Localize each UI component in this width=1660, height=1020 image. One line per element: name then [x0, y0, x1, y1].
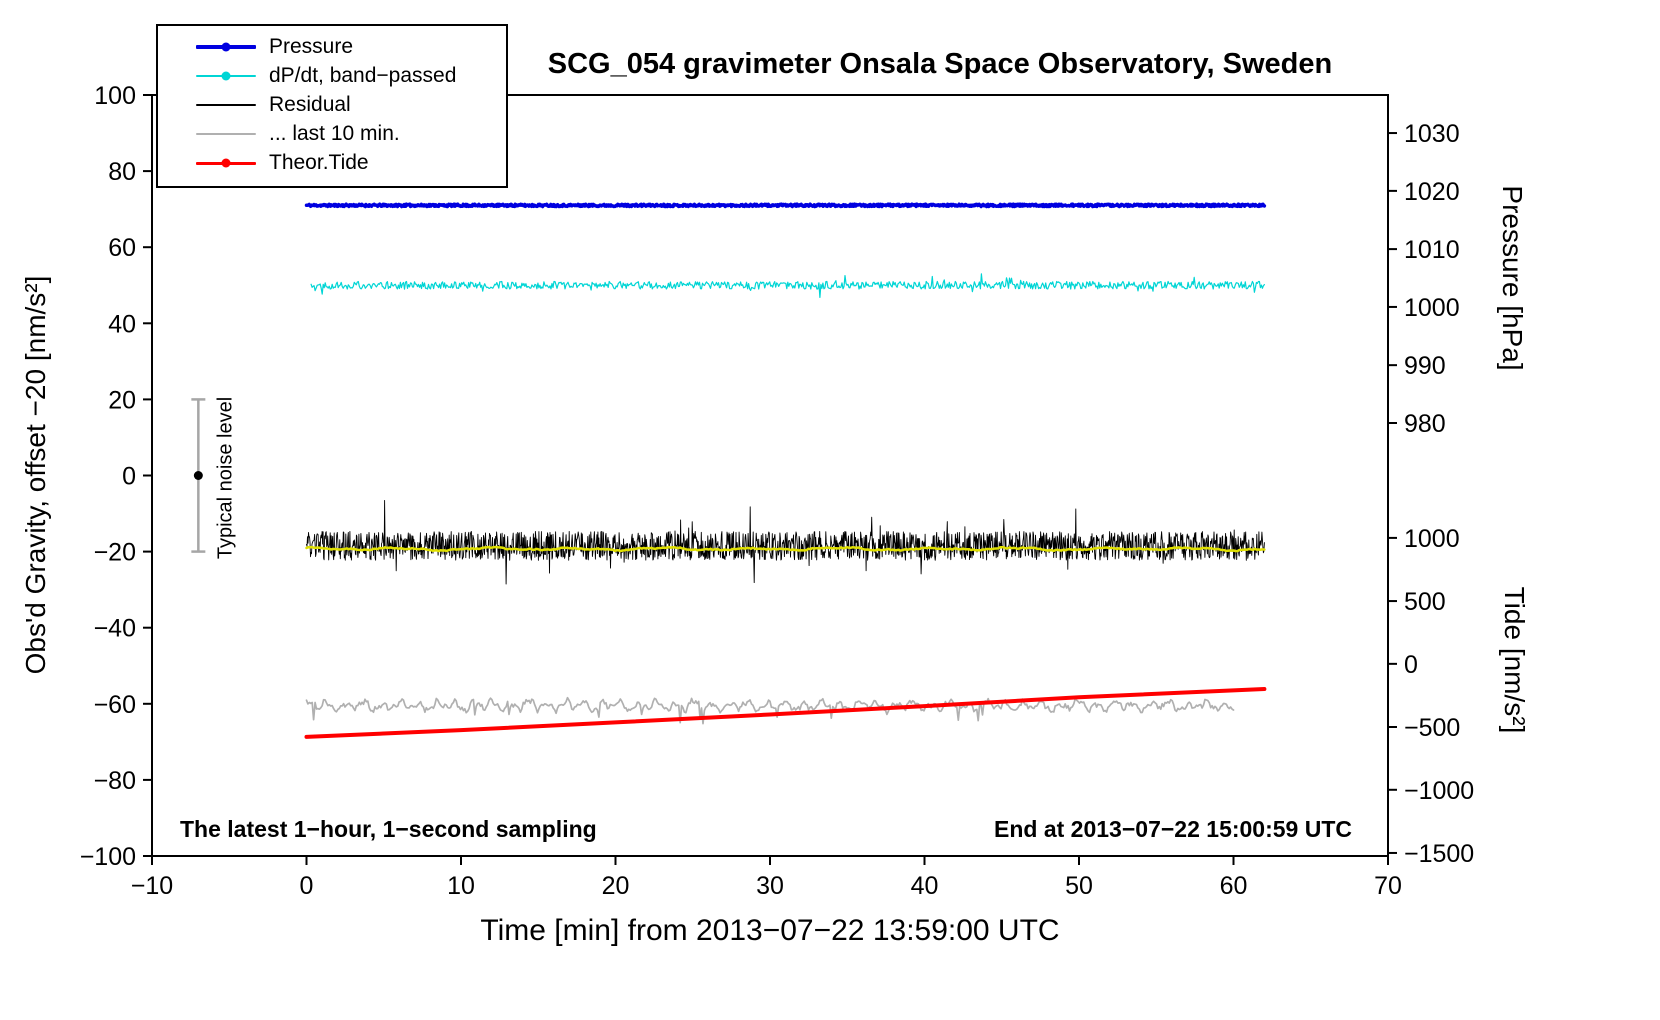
legend-line-sample-dpdt [196, 69, 256, 83]
x-tick-label: −10 [131, 872, 173, 900]
pressure-axis-tick-label: 980 [1404, 410, 1446, 438]
y-axis-label-left: Obs'd Gravity, offset −20 [nm/s²] [20, 275, 51, 675]
x-tick-label: 40 [911, 872, 939, 900]
y-tick-label: 80 [108, 158, 136, 186]
y-tick-label: −60 [94, 691, 136, 719]
noise-errorbar [191, 398, 206, 553]
legend-label: dP/dt, band−passed [269, 64, 457, 87]
legend-line-sample-residual [196, 98, 256, 112]
series-residual-smooth [305, 545, 1266, 553]
chart-title: SCG_054 gravimeter Onsala Space Observat… [547, 48, 1333, 80]
sampling-note: The latest 1−hour, 1−second sampling [180, 816, 597, 842]
legend-label: ... last 10 min. [269, 122, 400, 145]
pressure-axis-tick-label: 1000 [1404, 294, 1460, 322]
series-residual [306, 499, 1265, 585]
y-tick-label: 100 [94, 82, 136, 110]
legend-item-residual: Residual [158, 93, 506, 117]
series-group [304, 202, 1267, 739]
plot-frame [151, 94, 1389, 857]
tide-axis-tick-label: 500 [1404, 588, 1446, 616]
y-tick-label: −20 [94, 539, 136, 567]
x-tick-label: 30 [756, 872, 784, 900]
x-tick-label: 0 [300, 872, 314, 900]
tide-axis-tick-label: −1000 [1404, 777, 1474, 805]
y-axis-label-pressure: Pressure [hPa] [1497, 185, 1528, 371]
legend-line-sample-pressure [196, 40, 256, 54]
x-tick-label: 20 [602, 872, 630, 900]
tide-axis-tick-label: 1000 [1404, 525, 1460, 553]
legend-marker-dot [221, 42, 231, 52]
legend-label: Residual [269, 93, 351, 116]
y-axis-label-tide: Tide [nm/s²] [1499, 586, 1530, 734]
legend-item-last10: ... last 10 min. [158, 122, 506, 146]
tide-axis-tick-label: −1500 [1404, 840, 1474, 868]
noise-level-label: Typical noise level [214, 396, 237, 560]
pressure-axis-tick-label: 1020 [1404, 178, 1460, 206]
legend-item-pressure: Pressure [158, 35, 506, 59]
y-tick-label: 40 [108, 310, 136, 338]
legend-line-sample-last10 [196, 127, 256, 141]
end-time-note: End at 2013−07−22 15:00:59 UTC [994, 816, 1352, 842]
tide-axis-tick-label: 0 [1404, 651, 1418, 679]
series-last10 [305, 696, 1235, 725]
pressure-axis-tick-label: 1010 [1404, 236, 1460, 264]
tide-axis-tick-label: −500 [1404, 714, 1460, 742]
legend: Pressure dP/dt, band−passed Residual ... la… [156, 24, 508, 188]
y-tick-label: −100 [80, 843, 136, 871]
x-axis-label: Time [min] from 2013−07−22 13:59:00 UTC [480, 914, 1060, 947]
x-axis: −10 0 10 20 30 40 50 60 70 [131, 856, 1402, 900]
x-tick-label: 70 [1374, 872, 1402, 900]
noise-center-dot [193, 471, 203, 480]
y-tick-label: −40 [94, 615, 136, 643]
legend-item-tide: Theor.Tide [158, 151, 506, 175]
pressure-axis-tick-label: 990 [1404, 352, 1446, 380]
y-tick-label: 20 [108, 386, 136, 414]
series-pressure [304, 202, 1267, 209]
x-tick-label: 50 [1065, 872, 1093, 900]
series-tide [304, 687, 1267, 739]
legend-label: Pressure [269, 35, 354, 58]
legend-line-sample-tide [196, 156, 256, 170]
legend-item-dpdt: dP/dt, band−passed [158, 64, 506, 88]
y-tick-label: 60 [108, 234, 136, 262]
x-tick-label: 60 [1220, 872, 1248, 900]
series-dpdt [310, 273, 1266, 298]
legend-label: Theor.Tide [269, 151, 369, 174]
x-tick-label: 10 [447, 872, 475, 900]
y-tick-label: 0 [122, 463, 136, 491]
pressure-axis: 1030 1020 1010 1000 990 980 [1388, 120, 1460, 438]
legend-marker-dot [221, 71, 231, 81]
legend-marker-dot [221, 158, 231, 168]
tide-axis: 1000 500 0 −500 −1000 −1500 [1388, 525, 1474, 868]
y-tick-label: −80 [94, 767, 136, 795]
pressure-axis-tick-label: 1030 [1404, 120, 1460, 148]
y-axis-left: 100 80 60 40 20 0 −20 −40 −60 −80 −100 [80, 82, 152, 871]
